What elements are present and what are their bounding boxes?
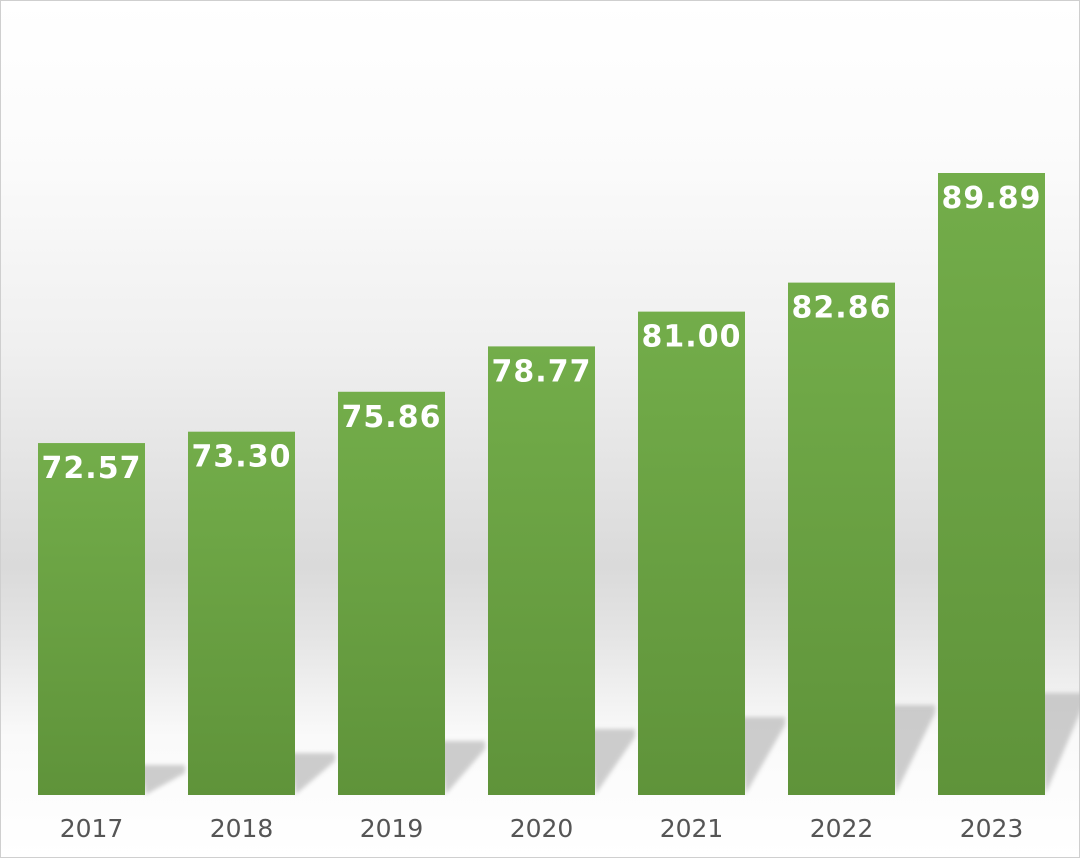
x-tick-label-2021: 2021 (660, 814, 724, 843)
bar-shadow-2023 (1037, 693, 1080, 795)
data-label-2022: 82.86 (792, 291, 892, 326)
data-label-2018: 73.30 (192, 440, 292, 475)
data-label-2019: 75.86 (342, 400, 442, 435)
bar-shadow-2020 (587, 729, 635, 795)
x-tick-label-2017: 2017 (60, 814, 124, 843)
data-label-2017: 72.57 (42, 451, 142, 486)
bar-2017 (38, 443, 145, 795)
bar-shadow-2018 (287, 753, 335, 795)
bar-2018 (188, 431, 295, 795)
bar-2023 (938, 173, 1045, 795)
x-tick-label-2019: 2019 (360, 814, 424, 843)
bar-shadow-2021 (737, 717, 785, 795)
bar-shadow-2017 (137, 765, 185, 795)
bar-2022 (788, 282, 895, 796)
bar-2021 (638, 311, 745, 795)
bar-2019 (338, 391, 445, 795)
data-label-2023: 89.89 (942, 181, 1042, 216)
x-tick-label-2020: 2020 (510, 814, 574, 843)
bar-shadow-2022 (887, 705, 935, 795)
x-tick-label-2022: 2022 (810, 814, 874, 843)
x-tick-label-2023: 2023 (960, 814, 1024, 843)
bar-shadow-2019 (437, 741, 485, 795)
x-tick-label-2018: 2018 (210, 814, 274, 843)
data-label-2021: 81.00 (642, 320, 742, 355)
data-label-2020: 78.77 (492, 354, 592, 389)
bar-2020 (488, 346, 595, 795)
